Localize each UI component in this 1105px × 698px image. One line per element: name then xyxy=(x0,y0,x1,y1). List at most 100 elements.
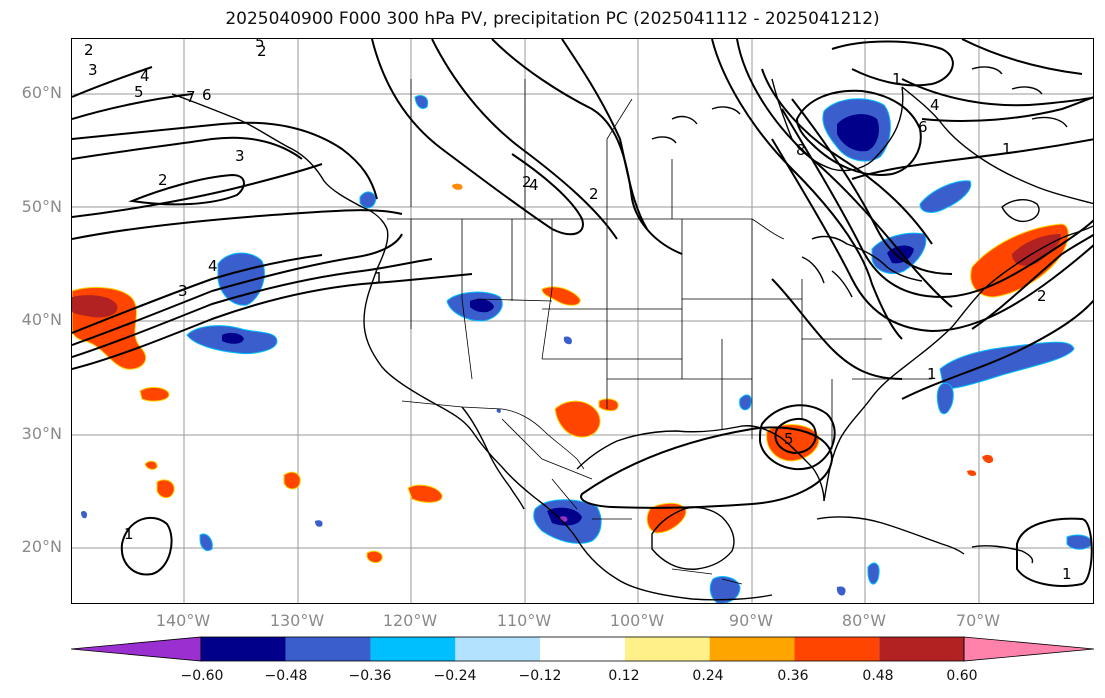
contour-east-top-1 xyxy=(901,78,1093,107)
border-states xyxy=(410,219,932,449)
contour-ridge-4 xyxy=(561,39,648,230)
contour-label: 3 xyxy=(178,282,188,300)
contour-west-4 xyxy=(72,254,323,334)
contour-label: 4 xyxy=(930,96,940,114)
precip-negative-caribbean xyxy=(1066,534,1093,550)
precip-negative-newmexico xyxy=(563,336,572,345)
lon-label-70w: 70°W xyxy=(955,611,1001,630)
precip-negative-pacific-small-1 xyxy=(199,533,213,552)
colorbar-tick: 0.24 xyxy=(692,668,724,684)
contour-gulf-closed xyxy=(580,426,834,509)
colorbar-tick: 0.12 xyxy=(608,668,640,684)
contour-trough-3 xyxy=(761,68,933,245)
lat-label-40: 40°N xyxy=(21,310,62,329)
precip-negative-pacific-small-3 xyxy=(81,510,88,519)
contour-west-2 xyxy=(72,258,433,358)
coastlines xyxy=(171,66,1093,601)
border-guatemala xyxy=(671,568,743,585)
precip-positive-small-2 xyxy=(144,460,158,470)
lon-label-140w: 140°W xyxy=(155,611,211,630)
contour-label: 5 xyxy=(255,39,265,51)
contour-label: 4 xyxy=(140,67,150,85)
contour-label: 2 xyxy=(84,41,94,59)
contour-label: 2 xyxy=(158,171,168,189)
precip-negative-labrador xyxy=(919,180,972,213)
precip-positive-caribbean-2 xyxy=(967,470,977,476)
precip-negative-atlantic xyxy=(939,341,1075,390)
colorbar-segment xyxy=(540,637,625,661)
contour-trough-5 xyxy=(831,40,954,87)
contour-trough-1 xyxy=(711,39,903,340)
precip-shading xyxy=(72,94,1093,603)
contour-label: 4 xyxy=(529,176,539,194)
coastline-newfoundland xyxy=(1001,199,1040,223)
contour-label: 2 xyxy=(257,42,267,60)
lat-label-50: 50°N xyxy=(21,197,62,216)
precip-positive-colorado xyxy=(541,286,581,306)
contour-label: 1 xyxy=(374,269,384,287)
colorbar-segment xyxy=(624,637,710,661)
contour-label: 1 xyxy=(927,365,937,383)
contour-label: 4 xyxy=(208,257,218,275)
contour-ridge-3 xyxy=(491,39,683,255)
contour-trough-4 xyxy=(795,89,922,176)
contour-label: 8 xyxy=(796,141,806,159)
coastline-canada-islands xyxy=(651,66,1068,144)
contour-label: 3 xyxy=(235,147,245,165)
precip-negative-caribbean-2 xyxy=(867,562,880,585)
colorbar-segment xyxy=(201,637,286,661)
precip-negative-pacific-2-core xyxy=(222,332,244,344)
contour-pacific-small xyxy=(120,516,173,576)
precip-positive-small-3 xyxy=(156,479,175,499)
contour-west-8 xyxy=(72,121,378,200)
colorbar-segment xyxy=(285,637,371,661)
lon-label-130w: 130°W xyxy=(269,611,325,630)
coastline-labrador xyxy=(901,86,1093,205)
contour-trough-6 xyxy=(771,138,1093,333)
contour-west-1 xyxy=(72,273,473,370)
colorbar-frame xyxy=(200,636,965,662)
contour-east-top-2 xyxy=(921,96,1093,122)
precip-positive-small-7 xyxy=(452,183,463,190)
contour-west-3 xyxy=(72,233,403,346)
contour-east-top-3 xyxy=(851,138,1093,180)
contour-east-top-4 xyxy=(961,39,1083,75)
precip-negative-bc xyxy=(359,191,377,209)
precip-positive-florida xyxy=(766,424,820,462)
map-canvas: 2 3 4 5 7 6 3 2 4 2 5 1 3 4 8 6 4 2 1 1 … xyxy=(72,39,1093,603)
colorbar-tick: −0.24 xyxy=(433,668,477,684)
colorbar-segment xyxy=(370,637,456,661)
precip-negative-pacific-small-2 xyxy=(315,520,323,527)
precip-positive-atlantic-core xyxy=(1012,234,1061,266)
colorbar-extend-high xyxy=(963,636,1094,662)
precip-negative-caribbean-3 xyxy=(836,586,846,596)
political-borders xyxy=(387,79,932,585)
contour-label: 2 xyxy=(1037,287,1047,305)
lat-label-30: 30°N xyxy=(21,424,62,443)
contour-ridge-1 xyxy=(371,39,584,236)
border-mexico-states xyxy=(501,418,632,520)
contour-label: 7 xyxy=(186,88,196,106)
precip-positive-texas xyxy=(554,400,601,438)
colorbar-tick: −0.48 xyxy=(264,668,308,684)
lon-label-100w: 100°W xyxy=(609,611,665,630)
contour-trough-2 xyxy=(736,39,953,308)
contour-labels: 2 3 4 5 7 6 3 2 4 2 5 1 3 4 8 6 4 2 1 1 … xyxy=(84,39,1072,583)
pv-contours xyxy=(72,39,1093,587)
contour-east-lower xyxy=(901,299,1093,400)
coastline-yucatan xyxy=(651,506,735,570)
contour-label: 6 xyxy=(202,86,212,104)
lat-label-20: 20°N xyxy=(21,537,62,556)
contour-trough-7 xyxy=(781,108,1093,299)
lon-label-90w: 90°W xyxy=(728,611,774,630)
coastline-east xyxy=(823,225,1093,502)
contour-central-us xyxy=(771,278,903,380)
contour-label: 3 xyxy=(88,61,98,79)
precip-positive-pacific-core xyxy=(72,295,118,318)
contour-label: 6 xyxy=(918,118,928,136)
contour-west-7 xyxy=(128,173,245,206)
colorbar-segment xyxy=(879,637,964,661)
colorbar-tick: 0.48 xyxy=(862,668,894,684)
precip-negative-atlantic-tail xyxy=(936,382,954,415)
precip-negative-gulf-small xyxy=(739,394,752,411)
